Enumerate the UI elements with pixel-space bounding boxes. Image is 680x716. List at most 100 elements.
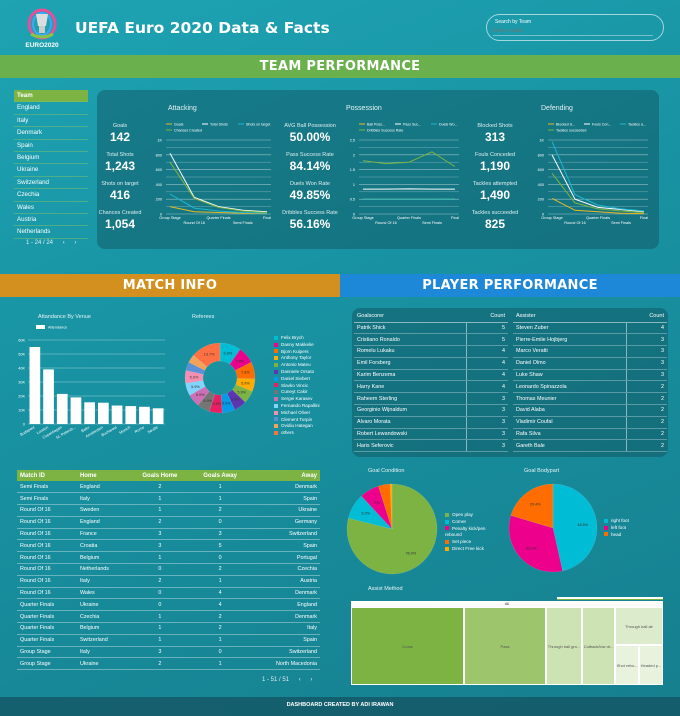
- next-page-icon[interactable]: ›: [310, 677, 313, 683]
- treemap-cell[interactable]: Through ball air: [615, 607, 663, 645]
- column-header[interactable]: Goalscorer: [354, 310, 467, 323]
- bar[interactable]: [84, 402, 95, 424]
- pie-slice[interactable]: [226, 389, 246, 410]
- team-list-item[interactable]: Denmark: [14, 127, 88, 140]
- pie-slice[interactable]: [184, 370, 204, 384]
- team-filter-list[interactable]: Team England Italy Denmark Spain Belgium Ukra…: [14, 90, 88, 246]
- pie-slice[interactable]: [229, 349, 252, 371]
- pie-slice[interactable]: [232, 384, 253, 403]
- legend-item[interactable]: Corner: [445, 519, 495, 526]
- team-list-item[interactable]: Czechia: [14, 189, 88, 202]
- legend-item[interactable]: Direct Free kick: [445, 546, 495, 553]
- legend-item[interactable]: Michael Oliver: [274, 410, 320, 417]
- prev-page-icon[interactable]: ‹: [298, 677, 301, 683]
- pie-slice[interactable]: [219, 342, 241, 365]
- column-header[interactable]: Goals Away: [190, 470, 250, 481]
- team-list-item[interactable]: Netherlands: [14, 226, 88, 239]
- legend-item[interactable]: Danniele Orsato: [274, 369, 320, 376]
- column-header[interactable]: Match ID: [17, 470, 77, 481]
- table-cell: 3: [466, 416, 508, 429]
- bar[interactable]: [56, 393, 68, 424]
- team-list-item[interactable]: England: [14, 102, 88, 115]
- legend-item[interactable]: left foot: [604, 525, 629, 532]
- bar[interactable]: [98, 402, 109, 424]
- bar[interactable]: [43, 369, 54, 424]
- legend-item[interactable]: Antonio Mateu: [274, 362, 320, 369]
- column-header[interactable]: Count: [626, 310, 667, 323]
- legend-item[interactable]: Anthony Taylor: [274, 355, 320, 362]
- legend-item[interactable]: Open play: [445, 512, 495, 519]
- legend-item[interactable]: Clement Turpin: [274, 417, 320, 424]
- possession-title: Possession: [346, 105, 382, 112]
- pie-slice[interactable]: [508, 515, 563, 573]
- pie-slice[interactable]: [348, 495, 393, 530]
- pie-slice[interactable]: [234, 362, 256, 380]
- table-row: Semi Finals Italy 1 1 Spain: [17, 492, 320, 506]
- table-row: Patrik Shick 5: [354, 322, 508, 335]
- pie-slice[interactable]: [193, 342, 221, 368]
- legend-swatch: [274, 417, 278, 422]
- legend-item[interactable]: others: [274, 430, 320, 437]
- pie-slice[interactable]: [235, 378, 256, 392]
- prev-page-icon[interactable]: ‹: [62, 240, 65, 246]
- legend-label: Anthony Taylor: [281, 355, 312, 361]
- pie-slice[interactable]: [552, 483, 598, 572]
- treemap-cell[interactable]: Cross: [351, 607, 464, 685]
- pie-slice[interactable]: [510, 483, 554, 529]
- search-by-team[interactable]: Search by Team: [486, 14, 664, 41]
- bar[interactable]: [139, 406, 150, 424]
- table-cell: 2: [625, 428, 667, 441]
- bar[interactable]: [29, 347, 41, 424]
- bar[interactable]: [70, 397, 82, 424]
- table-cell: Round Of 16: [17, 563, 77, 576]
- legend-item[interactable]: Slavko Vincic: [274, 383, 320, 390]
- legend-item[interactable]: Daniel Siebert: [274, 376, 320, 383]
- column-header[interactable]: Goals Home: [129, 470, 191, 481]
- table-cell: Luke Shaw: [513, 369, 627, 382]
- team-list-item[interactable]: Belgium: [14, 152, 88, 165]
- pie-slice[interactable]: [361, 485, 393, 530]
- team-list-item[interactable]: Austria: [14, 214, 88, 227]
- pie-slice[interactable]: [378, 483, 393, 530]
- legend-label: Felix Brych: [281, 335, 304, 340]
- team-list-item[interactable]: Switzerland: [14, 177, 88, 190]
- treemap-cell[interactable]: Through ball gro...: [546, 607, 582, 685]
- legend-item[interactable]: Danny Makkelie: [274, 342, 320, 349]
- bar[interactable]: [152, 408, 164, 424]
- column-header[interactable]: Away: [249, 470, 320, 481]
- legend-item[interactable]: Fernando Rapallini: [274, 403, 320, 410]
- next-page-icon[interactable]: ›: [74, 240, 77, 246]
- pie-slice[interactable]: [346, 483, 438, 575]
- treemap-root[interactable]: All: [504, 601, 510, 606]
- legend-item[interactable]: Ovidiu Hategan: [274, 423, 320, 430]
- team-list-item[interactable]: Italy: [14, 115, 88, 128]
- column-header[interactable]: Count: [466, 310, 508, 323]
- legend-item[interactable]: Felix Brych: [274, 335, 320, 342]
- treemap-scroll-indicator[interactable]: [557, 597, 663, 600]
- treemap-cell[interactable]: Cutback/low dr...: [582, 607, 615, 685]
- series-line: [169, 153, 268, 213]
- bar[interactable]: [125, 406, 137, 424]
- legend-item[interactable]: Sergei Karasev: [274, 396, 320, 403]
- table-cell: 1: [129, 610, 191, 624]
- legend-swatch: [604, 525, 608, 530]
- column-header[interactable]: Assister: [513, 310, 627, 323]
- table-cell: 3: [625, 333, 667, 347]
- legend-item[interactable]: head: [604, 532, 629, 539]
- pie-slice[interactable]: [389, 483, 393, 530]
- team-list-item[interactable]: Wales: [14, 202, 88, 214]
- treemap-cell[interactable]: Shot rebo...: [615, 645, 639, 685]
- search-input[interactable]: [493, 27, 653, 36]
- legend-item[interactable]: Set piece: [445, 539, 495, 546]
- legend-item[interactable]: Penalty kick/pen rebound: [445, 526, 495, 540]
- team-list-item[interactable]: Spain: [14, 140, 88, 152]
- treemap-cell[interactable]: Headed p...: [639, 645, 663, 685]
- bar[interactable]: [111, 405, 123, 424]
- legend-item[interactable]: Cuneyt Cakir: [274, 389, 320, 396]
- team-list-item[interactable]: Ukraine: [14, 164, 88, 177]
- column-header[interactable]: Home: [76, 470, 130, 481]
- treemap-cell[interactable]: Pass: [464, 607, 546, 685]
- pie-slice[interactable]: [185, 362, 206, 375]
- legend-item[interactable]: right foot: [604, 518, 629, 525]
- legend-item[interactable]: Bjorn Kuipers: [274, 349, 320, 356]
